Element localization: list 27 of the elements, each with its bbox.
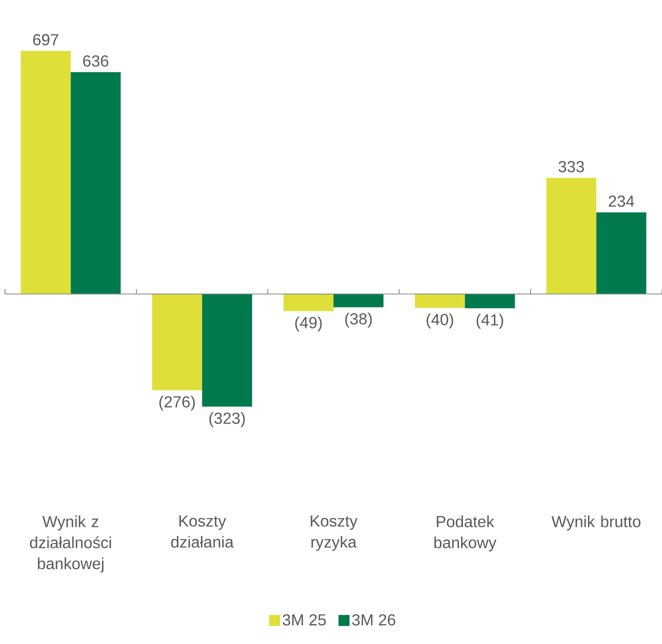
data-label: (40) xyxy=(426,313,454,328)
data-label: (49) xyxy=(295,316,322,332)
bar xyxy=(334,294,384,308)
x-tick-label: Wynik z działalności bankowej xyxy=(30,516,111,572)
bar xyxy=(546,178,596,294)
bar xyxy=(464,294,515,308)
data-label: (276) xyxy=(159,396,195,411)
bar xyxy=(70,72,121,294)
data-label: (41) xyxy=(476,314,504,329)
data-label: 697 xyxy=(33,34,58,46)
data-label: (38) xyxy=(345,312,372,328)
data-label: 333 xyxy=(558,160,584,172)
bar xyxy=(284,294,334,312)
data-label: (323) xyxy=(209,412,245,428)
legend-label: 3M 25 xyxy=(282,614,326,626)
bar xyxy=(202,294,252,407)
x-tick-label: Wynik brutto xyxy=(552,516,640,530)
bar xyxy=(20,50,71,294)
bar xyxy=(152,294,202,390)
x-tick-label: Koszty działania xyxy=(171,516,234,548)
bar xyxy=(596,212,646,294)
x-tick-label: Koszty ryzyka xyxy=(310,516,358,551)
data-label: 234 xyxy=(608,196,634,207)
legend-label: 3M 26 xyxy=(352,614,396,626)
x-tick-label: Podatek bankowy xyxy=(434,516,496,552)
bar xyxy=(414,294,465,308)
data-label: 636 xyxy=(83,55,108,67)
